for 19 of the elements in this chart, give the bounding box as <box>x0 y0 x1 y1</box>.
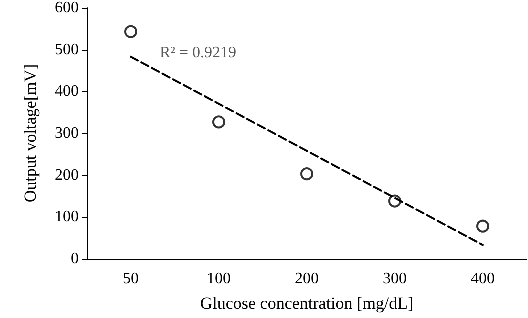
point <box>476 220 490 233</box>
x-tick-label: 400 <box>471 270 495 288</box>
x-tick-label: 100 <box>207 270 231 288</box>
x-axis-title: Glucose concentration [mg/dL] <box>200 294 414 313</box>
y-tick-label: 0 <box>71 250 79 268</box>
y-axis-title: Output voltage[mV] <box>21 64 40 203</box>
point <box>124 25 138 38</box>
x-tick-label: 200 <box>295 270 319 288</box>
x-tick-label: 300 <box>383 270 407 288</box>
y-tick-label: 600 <box>55 0 79 16</box>
point <box>212 116 226 129</box>
y-tick-label: 300 <box>55 125 79 142</box>
y-tick-label: 500 <box>55 41 79 58</box>
y-tick-label: 100 <box>55 208 79 226</box>
y-tick-label: 400 <box>55 83 79 100</box>
point <box>300 168 314 181</box>
annotation: R² = 0.9219 <box>160 44 236 62</box>
y-tick-label: 200 <box>55 166 79 184</box>
x-tick-label: 50 <box>123 270 139 288</box>
